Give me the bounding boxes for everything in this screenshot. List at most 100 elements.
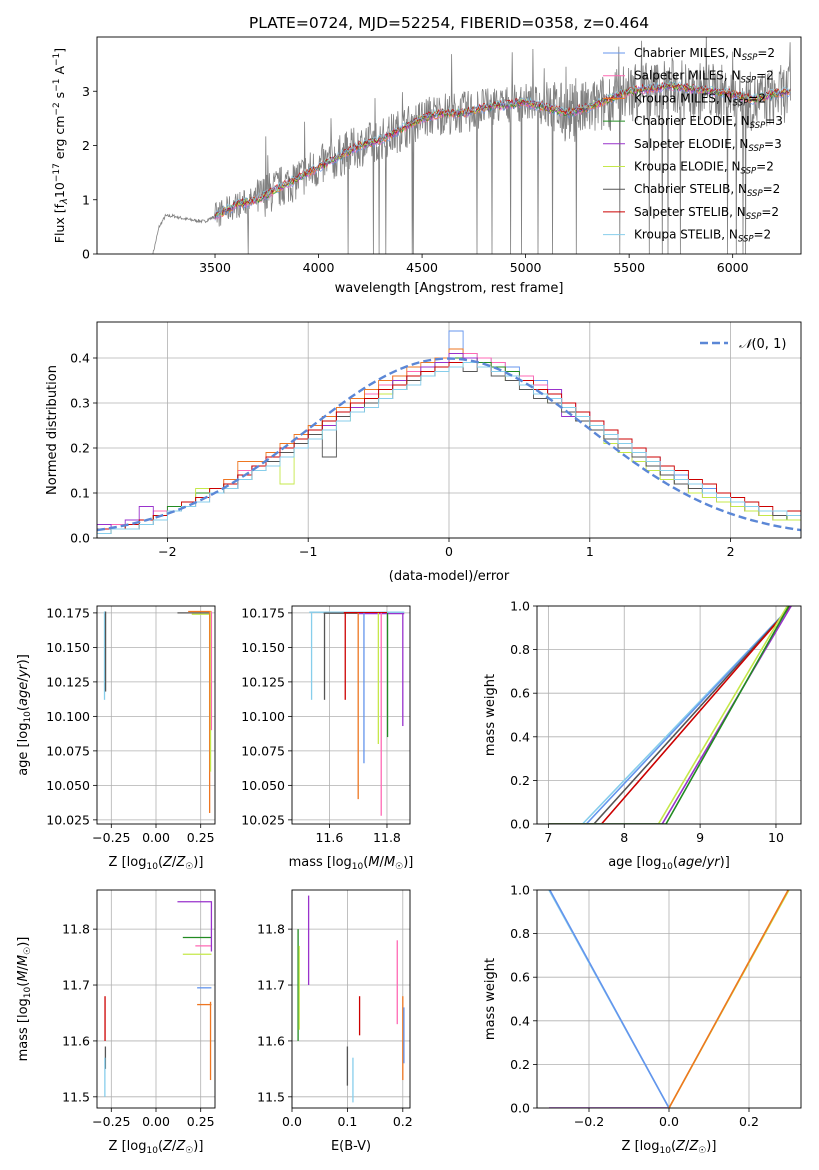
x-tick-label: 0.00 — [142, 1114, 170, 1129]
x-axis-label: mass [log10(M/M☉)] — [289, 855, 414, 872]
y-tick-label: 0.0 — [510, 1101, 530, 1116]
y-tick-label: 11.5 — [257, 1089, 285, 1104]
y-tick-label: 0.4 — [70, 351, 90, 366]
y-tick-label: 10.100 — [46, 709, 90, 724]
axes-frame — [291, 605, 411, 825]
y-tick-label: 0.6 — [510, 686, 530, 701]
x-tick-label: 11.6 — [315, 830, 343, 845]
panel-spectrum: 3500 4000 4500 5000 5500 6000 0 1 2 3 wavelength [… — [52, 36, 802, 296]
x-axis-label: age [log10(age/yr)] — [608, 855, 730, 872]
x-axis-label: Z [log10(Z/Z☉)] — [109, 855, 204, 872]
y-tick-label: 10.025 — [46, 812, 90, 827]
y-tick-label: 11.8 — [257, 922, 285, 937]
y-tick-label: 0.4 — [510, 729, 530, 744]
x-tick-label: 5500 — [613, 260, 645, 275]
y-tick-label: 3 — [82, 84, 90, 99]
y-tick-label: 2 — [82, 138, 90, 153]
panel-mass-vs-Z: −0.25 0.00 0.25 11.5 11.6 11.7 11.8 Z [log10(Z/… — [16, 889, 216, 1156]
plot-area — [103, 610, 213, 813]
y-tick-label: 10.025 — [241, 812, 285, 827]
y-tick-label: 0.1 — [70, 486, 90, 501]
axes-frame — [96, 889, 216, 1109]
y-tick-label: 11.7 — [62, 978, 90, 993]
spectrum-model-line — [214, 80, 791, 216]
x-tick-label: 5000 — [510, 260, 542, 275]
y-tick-label: 1.0 — [510, 599, 530, 614]
y-tick-label: 0.0 — [510, 817, 530, 832]
figure-title: PLATE=0724, MJD=52254, FIBERID=0358, z=0… — [249, 14, 649, 32]
panel-age-vs-mass: 11.6 11.8 10.025 10.050 10.075 10.100 10.125 10… — [241, 605, 413, 872]
y-tick-label: 10.175 — [46, 605, 90, 620]
axes-frame — [96, 36, 802, 255]
x-tick-label: 4000 — [303, 260, 335, 275]
y-axis-label: mass weight — [483, 674, 498, 756]
x-tick-label: 0.25 — [187, 830, 215, 845]
y-tick-label: 10.125 — [46, 674, 90, 689]
x-tick-label: 0.25 — [187, 1114, 215, 1129]
axes-frame — [96, 605, 216, 825]
spectrum-data-line — [152, 37, 791, 254]
panel-massweight-vs-Z: −0.2 0.0 0.2 0.0 0.2 0.4 0.6 0.8 1.0 Z [log10(Z/Z… — [483, 883, 802, 1156]
x-tick-label: −1 — [299, 544, 317, 559]
x-axis-label: Z [log10(Z/Z☉)] — [622, 1139, 717, 1156]
y-tick-label: 10.050 — [46, 778, 90, 793]
legend-entry: Kroupa ELODIE, NSSP=2 — [634, 160, 774, 177]
cumulative-line — [549, 890, 670, 1108]
y-axis-label: age [log10(age/yr)] — [16, 654, 33, 776]
y-axis-label: Normed distribution — [45, 365, 60, 495]
y-tick-label: 1 — [82, 192, 90, 207]
y-tick-label: 0.2 — [510, 773, 530, 788]
y-tick-label: 11.8 — [62, 922, 90, 937]
y-tick-label: 11.6 — [257, 1033, 285, 1048]
x-axis-label: E(B-V) — [331, 1139, 371, 1154]
plot-area — [97, 330, 801, 538]
panel-massweight-vs-age: 7 8 9 10 0.0 0.2 0.4 0.6 0.8 1.0 age [log10(age/yr… — [483, 599, 802, 872]
axes-frame — [291, 889, 411, 1109]
plot-area — [548, 606, 792, 824]
x-tick-label: −0.2 — [574, 1114, 604, 1129]
x-tick-label: 9 — [696, 830, 704, 845]
x-tick-label: 3500 — [199, 260, 231, 275]
y-tick-label: 1.0 — [510, 883, 530, 898]
x-tick-label: 7 — [544, 830, 552, 845]
x-tick-label: 0.0 — [659, 1114, 679, 1129]
cumulative-line — [548, 606, 792, 824]
x-tick-label: 10 — [768, 830, 784, 845]
cumulative-line — [548, 606, 792, 824]
axes-frame — [96, 321, 802, 539]
panel-age-vs-Z: −0.25 0.00 0.25 10.025 10.050 10.075 10.100 10.… — [16, 605, 216, 872]
y-tick-label: 10.100 — [241, 709, 285, 724]
legend-entry: Salpeter MILES, NSSP=2 — [634, 69, 774, 86]
panel-residuals: −2 −1 0 1 2 0.0 0.1 0.2 0.3 0.4 (data-model)/error… — [45, 321, 802, 584]
axes-frame — [536, 889, 802, 1109]
y-tick-label: 0.0 — [70, 531, 90, 546]
residuals-legend: 𝒩(0, 1) — [700, 337, 786, 352]
y-tick-label: 0.4 — [510, 1013, 530, 1028]
cumulative-line — [548, 606, 792, 824]
y-tick-label: 11.6 — [62, 1033, 90, 1048]
y-tick-label: 0.2 — [510, 1057, 530, 1072]
x-tick-label: −0.25 — [92, 830, 130, 845]
x-tick-label: 0.2 — [739, 1114, 759, 1129]
y-tick-label: 10.175 — [241, 605, 285, 620]
y-tick-label: 0.8 — [510, 926, 530, 941]
y-tick-label: 0.3 — [70, 396, 90, 411]
x-tick-label: 0 — [445, 544, 453, 559]
y-tick-label: 0.8 — [510, 642, 530, 657]
y-tick-label: 10.075 — [46, 743, 90, 758]
y-tick-label: 10.050 — [241, 778, 285, 793]
plot-area — [104, 901, 213, 1097]
y-axis-label: Flux [fλ10−17 erg cm−2 s−1 A−1] — [52, 48, 70, 243]
x-tick-label: 0.0 — [282, 1114, 302, 1129]
x-tick-label: −2 — [158, 544, 176, 559]
y-axis-label: mass [log10(M/M☉)] — [16, 937, 33, 1062]
axes-frame — [536, 605, 802, 825]
x-tick-label: 4500 — [406, 260, 438, 275]
cumulative-line — [548, 606, 788, 824]
panel-mass-vs-ebv: 0.0 0.1 0.2 11.5 11.6 11.7 11.8 E(B-V) — [257, 889, 413, 1154]
x-tick-label: 11.8 — [373, 830, 401, 845]
x-axis-label: Z [log10(Z/Z☉)] — [109, 1139, 204, 1156]
x-tick-label: 0.00 — [142, 830, 170, 845]
legend-entry: 𝒩(0, 1) — [739, 337, 786, 352]
y-tick-label: 10.075 — [241, 743, 285, 758]
